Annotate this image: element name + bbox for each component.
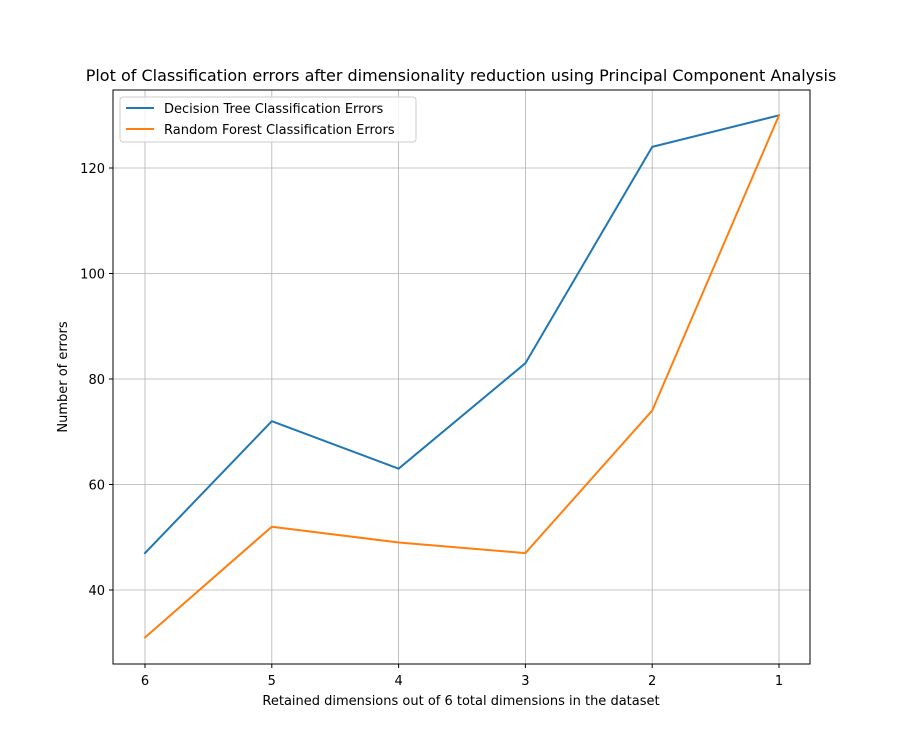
x-tick-label: 1 <box>775 674 783 689</box>
legend-box <box>119 96 417 143</box>
x-tick-label: 4 <box>394 674 402 689</box>
grid-layer <box>113 90 810 664</box>
legend-label-random-forest: Random Forest Classification Errors <box>164 123 395 138</box>
y-axis-label: Number of errors <box>56 321 71 432</box>
y-tick-label: 40 <box>88 584 105 599</box>
series-line-decision-tree <box>143 114 781 555</box>
legend-label-decision-tree: Decision Tree Classification Errors <box>164 102 384 117</box>
plot-frame <box>112 89 811 665</box>
y-tick-label: 100 <box>80 268 105 283</box>
y-tick-label: 60 <box>88 479 105 494</box>
legend: Decision Tree Classification Errors Rand… <box>119 96 417 143</box>
tick-layer: 6 5 4 3 2 1 40 60 80 100 120 <box>80 162 783 689</box>
chart-title: Plot of Classification errors after dime… <box>86 66 837 85</box>
x-axis-label: Retained dimensions out of 6 total dimen… <box>262 694 659 709</box>
x-tick-label: 6 <box>141 674 149 689</box>
y-tick-label: 80 <box>88 373 105 388</box>
y-tick-label: 120 <box>80 162 105 177</box>
x-tick-label: 3 <box>521 674 529 689</box>
x-tick-label: 5 <box>268 674 276 689</box>
x-tick-label: 2 <box>648 674 656 689</box>
series-layer <box>143 113 781 639</box>
series-line-random-forest <box>143 113 781 639</box>
